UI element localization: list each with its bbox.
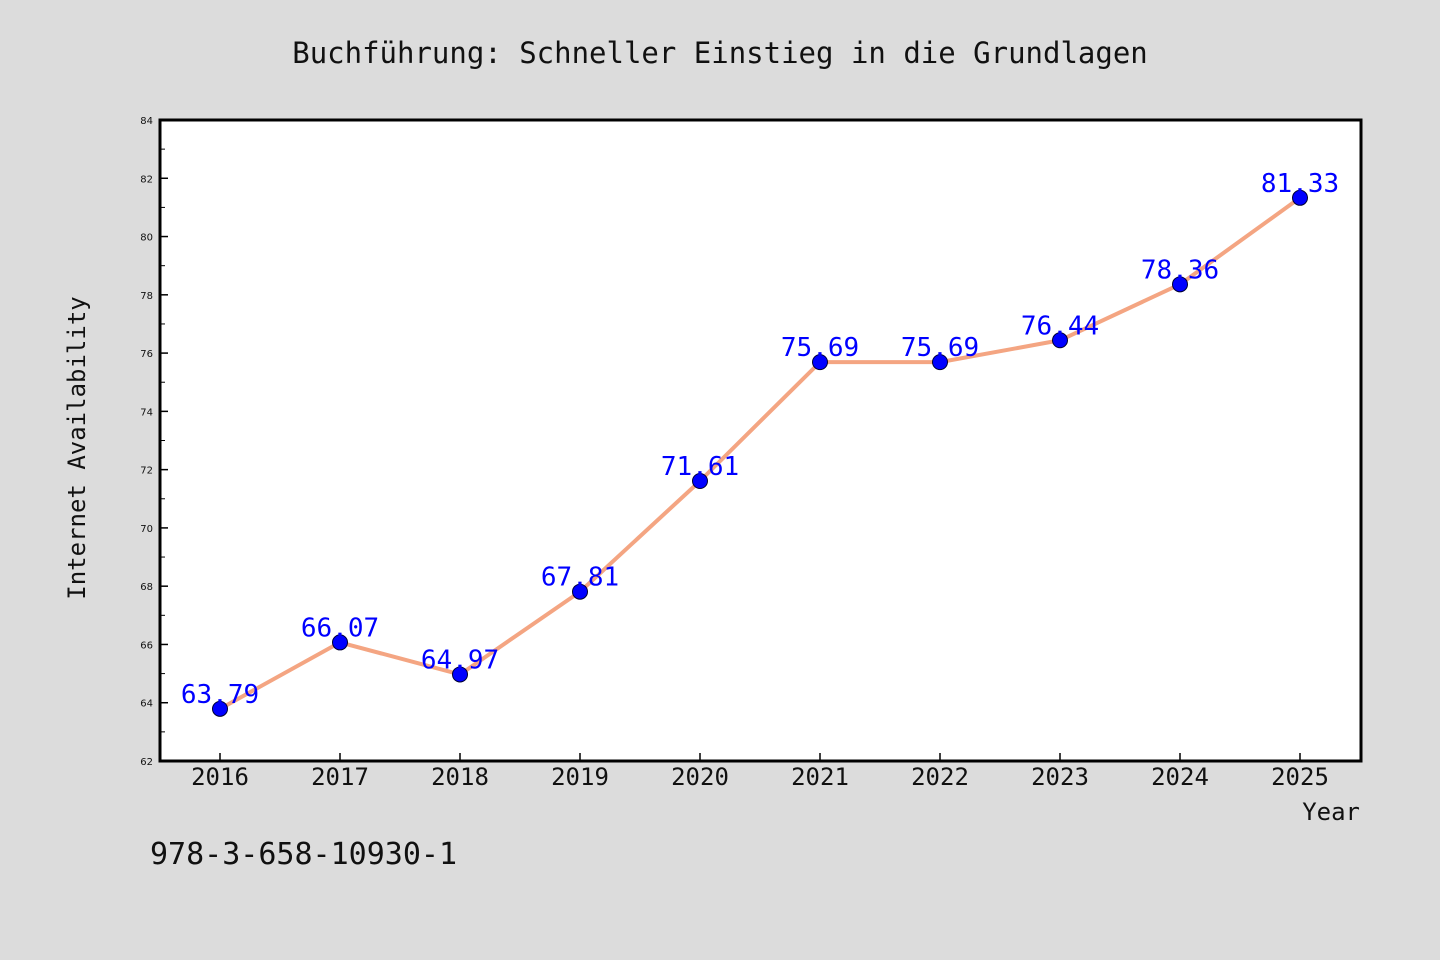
- plot-area: [158, 118, 1363, 763]
- y-tick-label: 74: [140, 407, 153, 418]
- data-label-2024: 78.36: [1141, 255, 1219, 285]
- data-point-2020: [692, 472, 708, 489]
- data-point-2024: [1172, 276, 1188, 293]
- data-point-2022: [932, 354, 948, 371]
- y-tick-label: 62: [140, 757, 153, 768]
- chart-title: Buchführung: Schneller Einstieg in die G…: [292, 36, 1148, 70]
- x-axis: 2016 2017 2018 2019 2020 2021 2022 2023 2024 2025: [191, 753, 1329, 791]
- data-label-2022: 75.69: [901, 333, 979, 363]
- x-tick-label: 2024: [1151, 763, 1209, 791]
- y-tick-label: 80: [140, 233, 153, 244]
- x-axis-label: Year: [1302, 798, 1360, 826]
- y-tick-label: 82: [140, 174, 153, 185]
- data-label-2017: 66.07: [301, 613, 379, 643]
- data-point-2018: [452, 666, 468, 683]
- data-point-2021: [812, 354, 828, 371]
- x-tick-label: 2017: [311, 763, 369, 791]
- data-point-2023: [1052, 332, 1068, 349]
- footer-code: 978-3-658-10930-1: [150, 837, 457, 872]
- y-tick-label: 68: [140, 582, 153, 593]
- y-tick-label: 72: [140, 466, 153, 477]
- data-label-2020: 71.61: [661, 452, 739, 482]
- y-axis-label: Internet Availability: [63, 296, 91, 599]
- x-tick-label: 2021: [791, 763, 849, 791]
- data-label-2025: 81.33: [1261, 169, 1339, 199]
- x-tick-label: 2025: [1271, 763, 1329, 791]
- series-internet-availability: 63.79 66.07 64.97 67.81 71.61 75.69 75.69 76.44…: [181, 169, 1339, 717]
- y-tick-label: 64: [140, 699, 153, 710]
- x-tick-label: 2022: [911, 763, 969, 791]
- series-line: [218, 195, 1302, 711]
- y-tick-label: 70: [140, 524, 153, 535]
- data-point-2016: [212, 700, 228, 717]
- y-tick-label: 78: [140, 291, 153, 302]
- x-tick-label: 2019: [551, 763, 609, 791]
- y-axis: 62 64 66 68 70 72 74 76 78 80 82 84: [140, 116, 168, 768]
- y-tick-label: 66: [140, 640, 153, 651]
- data-label-2016: 63.79: [181, 680, 259, 710]
- x-tick-label: 2023: [1031, 763, 1089, 791]
- data-point-2017: [332, 634, 348, 651]
- data-point-2019: [572, 583, 588, 600]
- x-tick-label: 2016: [191, 763, 249, 791]
- x-tick-label: 2020: [671, 763, 729, 791]
- y-tick-label: 76: [140, 349, 153, 360]
- data-label-2023: 76.44: [1021, 311, 1099, 341]
- data-label-2019: 67.81: [541, 563, 619, 593]
- y-tick-label: 84: [140, 116, 153, 127]
- x-tick-label: 2018: [431, 763, 489, 791]
- data-label-2021: 75.69: [781, 333, 859, 363]
- data-label-2018: 64.97: [421, 645, 499, 675]
- data-point-2025: [1292, 189, 1308, 206]
